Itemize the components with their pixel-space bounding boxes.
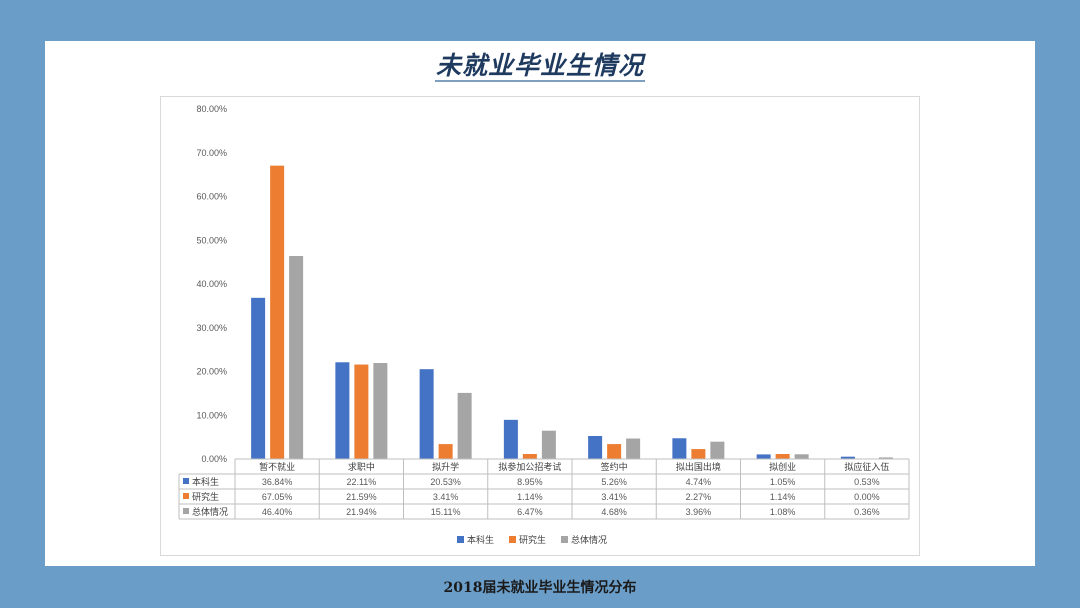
bar bbox=[335, 362, 350, 459]
table-cell-value: 4.74% bbox=[686, 477, 712, 487]
table-cell-value: 67.05% bbox=[262, 492, 293, 502]
bar bbox=[710, 441, 725, 459]
table-cell-value: 36.84% bbox=[262, 477, 293, 487]
bar-chart: 0.00% 10.00% 20.00% 30.00% 40.00% 50.00% 60.00… bbox=[178, 104, 910, 545]
bar bbox=[794, 454, 809, 459]
table-cell-value: 2.27% bbox=[686, 492, 712, 502]
table-cell-value: 4.68% bbox=[601, 507, 627, 517]
table-cell-value: 3.96% bbox=[686, 507, 712, 517]
bar bbox=[373, 363, 388, 459]
table-cell-value: 0.36% bbox=[854, 507, 880, 517]
table-cell-value: 1.05% bbox=[770, 477, 796, 487]
table-cell-value: 21.94% bbox=[346, 507, 377, 517]
bar bbox=[419, 369, 434, 459]
bar bbox=[756, 454, 771, 459]
table-legend-key bbox=[183, 493, 189, 499]
y-tick-label: 50.00% bbox=[196, 235, 227, 245]
y-tick-label: 20.00% bbox=[196, 367, 227, 377]
bar bbox=[503, 419, 518, 459]
table-cell-value: 20.53% bbox=[430, 477, 461, 487]
y-tick-label: 30.00% bbox=[196, 323, 227, 333]
table-cell-value: 3.41% bbox=[433, 492, 459, 502]
table-cell-value: 1.14% bbox=[770, 492, 796, 502]
x-tick-label: 拟应征入伍 bbox=[844, 461, 889, 472]
x-tick-label: 拟参加公招考试 bbox=[498, 461, 561, 472]
x-tick-label: 签约中 bbox=[601, 461, 628, 472]
table-cell-value: 1.14% bbox=[517, 492, 543, 502]
bar bbox=[607, 444, 622, 459]
legend-key bbox=[509, 536, 516, 543]
table-cell-value: 0.00% bbox=[854, 492, 880, 502]
bar bbox=[775, 454, 790, 459]
legend-key bbox=[561, 536, 568, 543]
x-tick-label: 暂不就业 bbox=[259, 461, 295, 472]
y-tick-label: 60.00% bbox=[196, 192, 227, 202]
table-cell-value: 5.26% bbox=[601, 477, 627, 487]
x-tick-label: 拟出国出境 bbox=[676, 461, 721, 472]
title-underline bbox=[435, 80, 645, 82]
table-cell-value: 15.11% bbox=[431, 507, 461, 517]
table-series-name: 总体情况 bbox=[192, 506, 228, 517]
bar bbox=[626, 438, 641, 459]
x-tick-label: 拟升学 bbox=[432, 461, 459, 472]
table-series-name: 研究生 bbox=[192, 491, 219, 502]
y-tick-label: 0.00% bbox=[201, 454, 227, 464]
table-cell-value: 46.40% bbox=[262, 507, 293, 517]
bar bbox=[840, 456, 855, 459]
y-tick-label: 80.00% bbox=[196, 104, 227, 114]
slide-panel: 未就业毕业生情况 0.00% 10.00% 20.00% 30.00% 40.00% 50… bbox=[45, 41, 1035, 566]
bar bbox=[457, 392, 472, 459]
legend-label: 总体情况 bbox=[571, 534, 607, 545]
chart-frame: 0.00% 10.00% 20.00% 30.00% 40.00% 50.00% 60.00… bbox=[160, 96, 920, 556]
table-cell-value: 22.11% bbox=[346, 477, 376, 487]
table-cell-value: 0.53% bbox=[854, 477, 880, 487]
legend-label: 研究生 bbox=[519, 534, 546, 545]
bar bbox=[691, 449, 706, 459]
bar bbox=[354, 364, 369, 459]
table-cell-value: 21.59% bbox=[346, 492, 377, 502]
table-cell-value: 6.47% bbox=[517, 507, 543, 517]
y-tick-label: 40.00% bbox=[196, 279, 227, 289]
bar bbox=[878, 457, 893, 459]
bar bbox=[438, 444, 453, 459]
table-series-name: 本科生 bbox=[192, 476, 219, 487]
bar bbox=[588, 435, 603, 459]
table-legend-key bbox=[183, 508, 189, 514]
bar bbox=[672, 438, 687, 459]
bar bbox=[522, 454, 537, 459]
bar bbox=[289, 256, 304, 459]
bar bbox=[251, 297, 266, 459]
bar bbox=[270, 165, 285, 459]
table-cell-value: 3.41% bbox=[601, 492, 627, 502]
y-tick-label: 70.00% bbox=[196, 148, 227, 158]
y-tick-label: 10.00% bbox=[196, 410, 227, 420]
table-cell-value: 8.95% bbox=[517, 477, 543, 487]
legend-label: 本科生 bbox=[467, 534, 494, 545]
slide-title: 未就业毕业生情况 bbox=[435, 51, 644, 80]
legend-key bbox=[457, 536, 464, 543]
figure-caption: 2018届未就业毕业生情况分布 bbox=[443, 580, 637, 596]
table-legend-key bbox=[183, 478, 189, 484]
bar bbox=[541, 430, 556, 459]
x-tick-label: 求职中 bbox=[348, 461, 375, 472]
table-cell-value: 1.08% bbox=[770, 507, 796, 517]
x-tick-label: 拟创业 bbox=[769, 461, 796, 472]
